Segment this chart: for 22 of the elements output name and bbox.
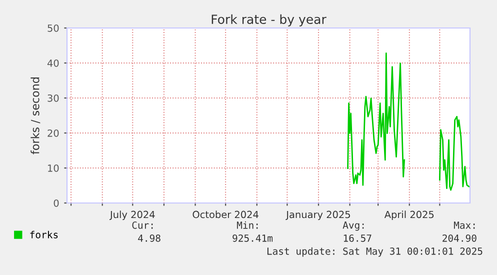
text: Avg: xyxy=(342,222,364,231)
text: Cur: xyxy=(132,221,153,229)
x-tick-label: July 2024 xyxy=(109,210,155,220)
y-tick-label: 30 xyxy=(48,94,59,102)
text: 925.41m xyxy=(232,234,273,242)
y-tick-label: 10 xyxy=(48,164,59,172)
legend-label: forks xyxy=(30,230,58,238)
text: 4.98 xyxy=(138,234,160,242)
text: 16.57 xyxy=(344,234,372,242)
text: Last update: Sat May 31 00:01:01 2025 xyxy=(267,247,482,257)
chart-title: Fork rate - by year xyxy=(212,14,326,26)
text: Min: xyxy=(236,221,258,229)
y-tick-label: 0 xyxy=(54,199,59,207)
y-tick-label: 40 xyxy=(47,59,59,67)
x-tick-label: April 2025 xyxy=(384,210,434,220)
y-tick-label: 50 xyxy=(48,24,59,32)
text: 204.90 xyxy=(442,234,476,242)
text: Max: xyxy=(454,222,475,229)
x-tick-label: October 2024 xyxy=(192,210,258,218)
y-axis-title: forks / second xyxy=(30,78,40,154)
y-tick-label: 20 xyxy=(48,129,59,137)
x-tick-label: January 2025 xyxy=(286,210,350,220)
